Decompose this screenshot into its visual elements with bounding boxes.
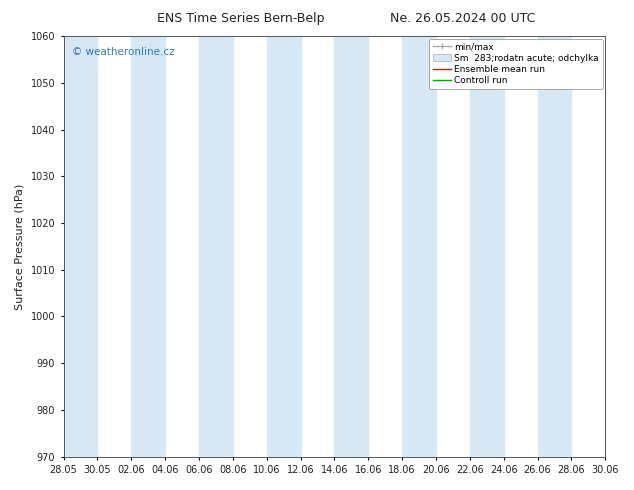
Bar: [538, 36, 571, 457]
Bar: [267, 36, 301, 457]
Bar: [199, 36, 233, 457]
Bar: [334, 36, 368, 457]
Y-axis label: Surface Pressure (hPa): Surface Pressure (hPa): [15, 183, 25, 310]
Text: Ne. 26.05.2024 00 UTC: Ne. 26.05.2024 00 UTC: [390, 12, 536, 25]
Bar: [131, 36, 165, 457]
Bar: [470, 36, 503, 457]
Legend: min/max, Sm  283;rodatn acute; odchylka, Ensemble mean run, Controll run: min/max, Sm 283;rodatn acute; odchylka, …: [429, 39, 602, 89]
Bar: [63, 36, 98, 457]
Text: ENS Time Series Bern-Belp: ENS Time Series Bern-Belp: [157, 12, 325, 25]
Text: © weatheronline.cz: © weatheronline.cz: [72, 47, 174, 57]
Bar: [402, 36, 436, 457]
